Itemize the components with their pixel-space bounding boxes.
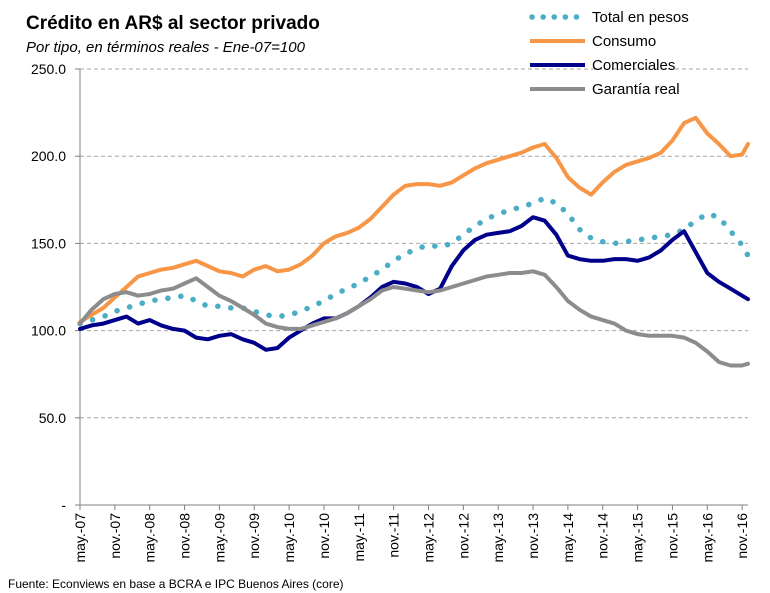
x-tick-label: may.-09 [211,513,227,563]
series-lines [77,115,751,368]
x-tick-label: nov.-15 [664,513,680,559]
series-line-1 [77,195,751,327]
legend-label-3: Comerciales [592,57,675,74]
series-line-2 [78,115,750,324]
legend-label-1: Total en pesos [592,9,689,26]
y-tick-label: 200.0 [31,148,66,164]
series-line-4 [78,269,750,368]
chart-subtitle: Por tipo, en términos reales - Ene-07=10… [26,39,306,56]
chart-title: Crédito en AR$ al sector privado [26,13,320,34]
x-tick-label: nov.-08 [177,513,193,559]
legend-label-2: Consumo [592,33,656,50]
y-tick-label: 250.0 [31,61,66,77]
y-tick-label: 150.0 [31,235,66,251]
x-tick-label: nov.-09 [246,513,262,559]
x-tick-label: may.-08 [142,513,158,563]
x-tick-label: may.-11 [351,513,367,562]
x-tick-label: may.-12 [420,513,436,563]
y-tick-label: - [61,497,66,513]
x-tick-label: may.-16 [699,513,715,563]
x-tick-label: nov.-11 [386,513,402,558]
x-tick-label: may.-13 [490,513,506,563]
y-tick-label: 50.0 [39,410,66,426]
grid-lines [80,68,748,419]
source-note: Fuente: Econviews en base a BCRA e IPC B… [8,577,344,591]
legend: Total en pesos Consumo Comerciales Garantía… [529,9,689,98]
x-tick-label: nov.-10 [316,513,332,559]
x-tick-label: nov.-13 [525,513,541,559]
x-tick-label: may.-15 [630,513,646,563]
y-tick-label: 100.0 [31,323,66,339]
x-tick-label: nov.-07 [107,513,123,559]
x-tick-label: may.-07 [72,513,88,563]
legend-label-4: Garantía real [592,81,680,98]
series-line-3 [78,215,750,352]
x-tick-label: may.-14 [560,513,576,563]
x-tick-label: nov.-12 [455,513,471,559]
x-tick-label: may.-10 [281,513,297,563]
x-tick-label: nov.-16 [734,513,750,559]
x-tick-label: nov.-14 [595,513,611,559]
axes: 250.0 200.0 150.0 100.0 50.0 -may.-07 nov.-07 m… [31,61,750,563]
